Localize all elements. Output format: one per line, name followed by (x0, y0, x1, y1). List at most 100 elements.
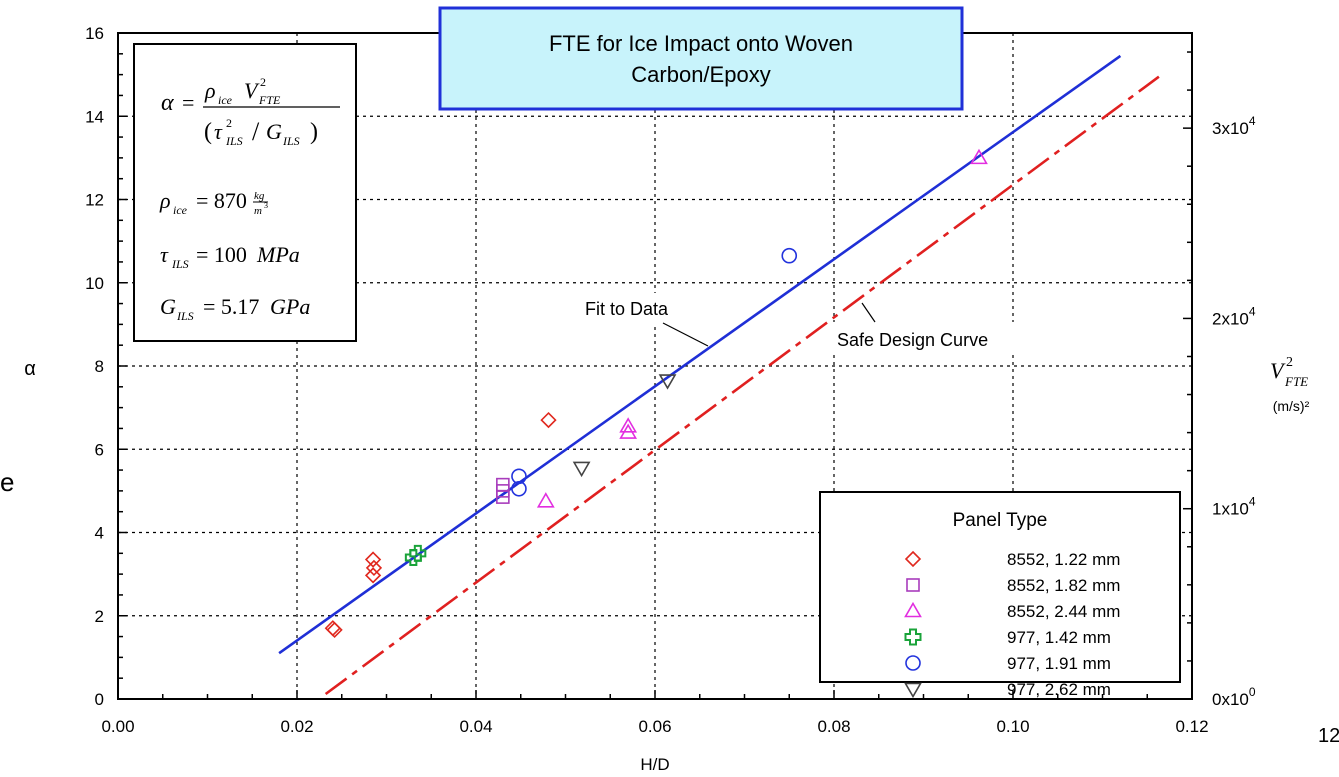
data-point-circle (781, 247, 798, 264)
legend-marker-diamond (904, 550, 922, 568)
y2-axis-label: V 2 FTE (m/s)² (1270, 355, 1310, 414)
data-point-triangle-up (619, 423, 638, 439)
svg-text:kg: kg (254, 190, 265, 202)
svg-text:2: 2 (226, 116, 232, 130)
svg-text:ice: ice (173, 203, 188, 217)
tau-ils-value: τ ILS = 100 MPa (160, 242, 300, 271)
svg-text:GPa: GPa (270, 294, 310, 319)
data-point-triangle-down (658, 374, 677, 390)
data-point-square (496, 490, 510, 504)
legend-marker-triangle-down (904, 682, 922, 699)
svg-text:ILS: ILS (282, 134, 300, 148)
data-point-diamond (365, 559, 383, 577)
safe-annotation: Safe Design Curve (830, 302, 1080, 354)
y-tick-label: 10 (85, 274, 104, 293)
y-tick-label: 2 (95, 607, 104, 626)
y2-tick-label: 3x104 (1212, 114, 1256, 138)
chart-title-line-1: FTE for Ice Impact onto Woven (549, 31, 853, 56)
svg-text:ILS: ILS (171, 257, 189, 271)
safe-leader (861, 302, 876, 323)
x-tick-label: 0.12 (1175, 717, 1208, 736)
safe-label: Safe Design Curve (837, 330, 988, 350)
svg-text:2: 2 (260, 75, 266, 89)
formula-box: α = ρ ice V 2 FTE ( τ 2 ILS / G ILS ) ρ … (133, 43, 357, 342)
svg-text:V: V (244, 78, 260, 103)
data-point-circle (511, 468, 527, 485)
legend-marker-cross (904, 628, 922, 646)
x-tick-label: 0.00 (101, 717, 134, 736)
fit-annotation: Fit to Data (580, 293, 712, 347)
y-tick-label: 4 (95, 524, 104, 543)
svg-text:ρ: ρ (204, 78, 216, 103)
legend-entry-label: 8552, 1.82 mm (1007, 576, 1120, 595)
y-tick-label: 16 (85, 24, 104, 43)
edge-fragment-left: e (0, 467, 14, 497)
svg-text:3: 3 (264, 201, 268, 210)
safe-design-line (324, 75, 1160, 696)
y-tick-label: 6 (95, 440, 104, 459)
svg-text:2: 2 (1286, 355, 1293, 370)
x-tick-label: 0.02 (280, 717, 313, 736)
y-axis-label: α (24, 358, 36, 380)
svg-text:ice: ice (218, 93, 233, 107)
data-point-diamond (364, 567, 382, 584)
data-point-triangle-up (536, 492, 555, 508)
svg-text:ILS: ILS (176, 309, 194, 323)
svg-text:ILS: ILS (225, 134, 243, 148)
y-tick-label: 0 (95, 690, 104, 709)
chart-title-box: FTE for Ice Impact onto Woven Carbon/Epo… (438, 6, 964, 111)
svg-text:FTE: FTE (258, 93, 281, 107)
y2-tick-label: 1x104 (1212, 495, 1256, 519)
data-point-circle (511, 480, 527, 497)
svg-text:V: V (1270, 358, 1286, 383)
x-tick-label: 0.10 (996, 717, 1029, 736)
svg-text:G: G (160, 294, 176, 319)
svg-text:G: G (266, 119, 282, 144)
x-tick-label: 0.04 (459, 717, 492, 736)
x-tick-label: 0.06 (638, 717, 671, 736)
svg-text:= 100: = 100 (196, 242, 247, 267)
data-point-triangle-down (572, 461, 591, 478)
svg-text:τ: τ (214, 119, 223, 144)
x-tick-label: 0.08 (817, 717, 850, 736)
chart-title-line-2: Carbon/Epoxy (631, 62, 770, 87)
data-point-diamond (540, 411, 557, 429)
fit-label: Fit to Data (585, 299, 669, 319)
svg-text:=: = (182, 90, 194, 115)
y-tick-label: 14 (85, 107, 104, 126)
y-tick-label: 8 (95, 357, 104, 376)
legend-entry-label: 8552, 1.22 mm (1007, 550, 1120, 569)
legend-entry-label: 977, 2.62 mm (1007, 680, 1111, 699)
legend-marker-circle (905, 655, 921, 671)
edge-fragment-right: 12 (1318, 725, 1339, 747)
data-point-triangle-up (619, 417, 638, 433)
data-point-cross (404, 548, 422, 566)
svg-text:FTE: FTE (1284, 374, 1308, 389)
svg-text:(: ( (204, 119, 212, 145)
legend-entry-label: 977, 1.42 mm (1007, 628, 1111, 647)
svg-text:τ: τ (160, 242, 169, 267)
svg-text:MPa: MPa (256, 242, 300, 267)
y2-axis-unit: (m/s)² (1273, 398, 1310, 414)
svg-text:α: α (161, 90, 174, 116)
data-point-triangle-up (970, 148, 988, 165)
legend-marker-triangle-up (904, 601, 922, 618)
svg-text:/: / (252, 117, 260, 146)
data-point-diamond (364, 551, 382, 568)
svg-text:m: m (254, 205, 262, 217)
y2-tick-label: 2x104 (1212, 304, 1256, 328)
y2-axis-ticks: 0x100 1x104 2x104 3x104 (1183, 51, 1256, 709)
svg-text:ρ: ρ (159, 188, 171, 213)
legend-marker-square (906, 578, 920, 592)
y-tick-label: 12 (85, 191, 104, 210)
legend-entry-label: 977, 1.91 mm (1007, 654, 1111, 673)
data-points (324, 148, 988, 639)
svg-text:): ) (310, 119, 318, 145)
legend-title: Panel Type (953, 510, 1048, 531)
legend-entry-label: 8552, 2.44 mm (1007, 602, 1120, 621)
fit-leader (662, 322, 709, 347)
y-axis-ticks: 0 2 4 6 8 10 12 14 16 (85, 24, 127, 709)
data-point-diamond (326, 621, 343, 639)
legend: Panel Type 8552, 1.22 mm 8552, 1.82 mm 855… (819, 491, 1181, 699)
x-axis-ticks: 0.00 0.02 0.04 0.06 0.08 0.10 0.12 (101, 690, 1209, 736)
